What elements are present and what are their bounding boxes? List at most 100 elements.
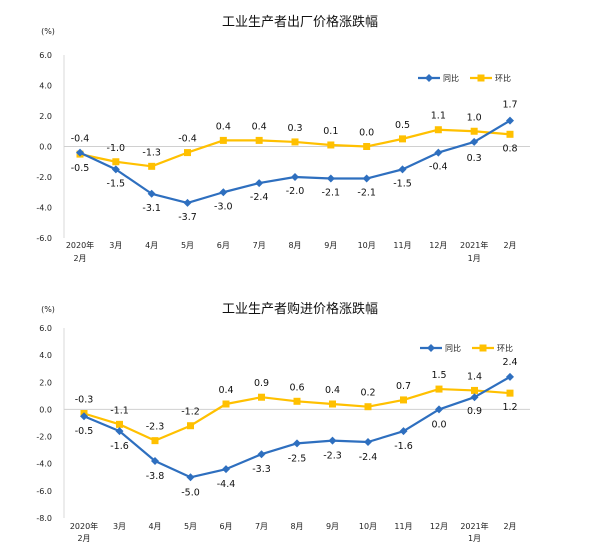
data-point <box>435 405 443 414</box>
data-point <box>257 450 266 459</box>
x-tick-label: 5月 <box>181 241 194 250</box>
y-tick-label: 2.0 <box>39 378 52 387</box>
data-label: 1.5 <box>431 370 446 381</box>
data-point <box>364 403 372 411</box>
data-label: 0.3 <box>287 123 302 134</box>
legend-label: 同比 <box>443 73 459 83</box>
data-point <box>434 148 443 157</box>
data-label: -2.1 <box>357 188 376 199</box>
y-tick-label: 0.0 <box>39 405 52 414</box>
data-label: -0.4 <box>178 134 197 145</box>
legend-marker <box>425 74 433 82</box>
purchase-price-chart: 工业生产者购进价格涨跌幅 (%) 6.0 4.0 2.0 0.0 -2.0 -4.0 -6.0 -… <box>0 282 601 555</box>
data-point <box>147 189 156 198</box>
data-point <box>219 136 227 144</box>
data-point <box>255 136 263 144</box>
data-label: 1.1 <box>431 111 446 122</box>
data-label: -2.1 <box>322 188 341 199</box>
data-point <box>115 427 124 436</box>
data-point <box>506 389 514 397</box>
x-tick-label: 2月 <box>503 241 516 250</box>
data-label: -1.6 <box>110 441 129 452</box>
data-label: -1.5 <box>107 178 126 189</box>
legend-label: 同比 <box>445 343 461 353</box>
data-point <box>328 436 337 445</box>
data-point <box>363 143 371 150</box>
y-unit-label: (%) <box>41 305 55 314</box>
data-label: 0.9 <box>254 378 269 389</box>
data-point <box>470 393 479 402</box>
data-label: 0.9 <box>467 406 482 417</box>
data-point <box>399 427 408 436</box>
data-label: -1.1 <box>110 405 129 416</box>
data-label: -4.4 <box>217 479 236 490</box>
x-tick-label: 4月 <box>145 241 158 250</box>
data-point <box>111 165 120 174</box>
data-label: 1.2 <box>502 402 517 413</box>
data-point <box>506 130 514 138</box>
data-label: -2.5 <box>288 453 307 464</box>
data-label: -2.3 <box>323 451 342 462</box>
chart-svg: 工业生产者购进价格涨跌幅 (%) 6.0 4.0 2.0 0.0 -2.0 -4.0 -6.0 -… <box>36 301 530 543</box>
chart-svg: 工业生产者出厂价格涨跌幅 (%) 6.0 4.0 2.0 0.0 -2.0 -4.0 -6.0 2… <box>36 14 530 263</box>
x-tick-label: 6月 <box>217 241 230 250</box>
x-tick-label: 7月 <box>255 522 268 531</box>
x-tick-label: 9月 <box>326 522 339 531</box>
y-tick-label: 6.0 <box>39 51 52 60</box>
x-tick-label: 8月 <box>288 241 301 250</box>
data-label: 0.6 <box>289 382 304 393</box>
x-tick-label: 10月 <box>359 522 377 531</box>
data-label: -5.0 <box>181 487 200 498</box>
y-tick-label: -6.0 <box>36 234 52 243</box>
legend: 同比 环比 <box>420 343 513 353</box>
data-point <box>506 372 514 381</box>
x-tick-label: 10月 <box>358 241 376 250</box>
data-label: -3.0 <box>214 201 233 212</box>
x-tick-label-line2: 1月 <box>468 534 481 543</box>
data-label: 0.3 <box>467 153 482 164</box>
data-point <box>326 174 335 183</box>
data-point <box>434 126 442 134</box>
x-tick-label: 3月 <box>109 241 122 250</box>
data-label: 0.0 <box>359 128 374 139</box>
data-point <box>112 158 120 166</box>
x-tick-label: 6月 <box>219 522 232 531</box>
data-point <box>293 397 301 405</box>
y-tick-label: 6.0 <box>39 324 52 333</box>
data-point <box>258 393 265 401</box>
y-unit-label: (%) <box>41 27 55 36</box>
x-tick-label: 7月 <box>253 241 266 250</box>
data-label: 0.5 <box>395 120 410 131</box>
x-tick-label-line2: 2月 <box>73 254 86 263</box>
x-tick-label: 11月 <box>393 241 411 250</box>
x-tick-label: 12月 <box>429 241 447 250</box>
x-tick-label: 2月 <box>503 522 516 531</box>
chart-title: 工业生产者出厂价格涨跌幅 <box>222 14 378 30</box>
data-point <box>183 198 192 207</box>
data-point <box>398 165 407 174</box>
x-tick-label-line2: 1月 <box>468 254 481 263</box>
data-point <box>151 457 159 465</box>
x-tick-label-line2: 2月 <box>77 534 90 543</box>
data-point <box>364 438 372 446</box>
legend-marker <box>479 344 487 352</box>
data-label: -1.5 <box>393 178 412 189</box>
data-label: 2.4 <box>502 357 517 368</box>
data-label: -3.7 <box>178 212 197 223</box>
data-label: -2.4 <box>359 452 378 463</box>
data-label: -2.3 <box>146 422 165 433</box>
data-label: -2.0 <box>286 186 305 197</box>
data-label: 0.4 <box>216 121 231 132</box>
data-point <box>116 420 123 428</box>
data-point <box>151 437 159 445</box>
data-label: -1.3 <box>142 147 161 158</box>
data-point <box>470 137 479 146</box>
data-point <box>219 188 228 197</box>
data-point <box>184 149 191 157</box>
legend: 同比 环比 <box>418 73 511 83</box>
data-label: -0.5 <box>71 163 90 174</box>
data-label: 0.2 <box>360 388 375 399</box>
data-point <box>291 173 299 181</box>
data-point <box>506 116 514 125</box>
data-label: 0.4 <box>218 385 233 396</box>
